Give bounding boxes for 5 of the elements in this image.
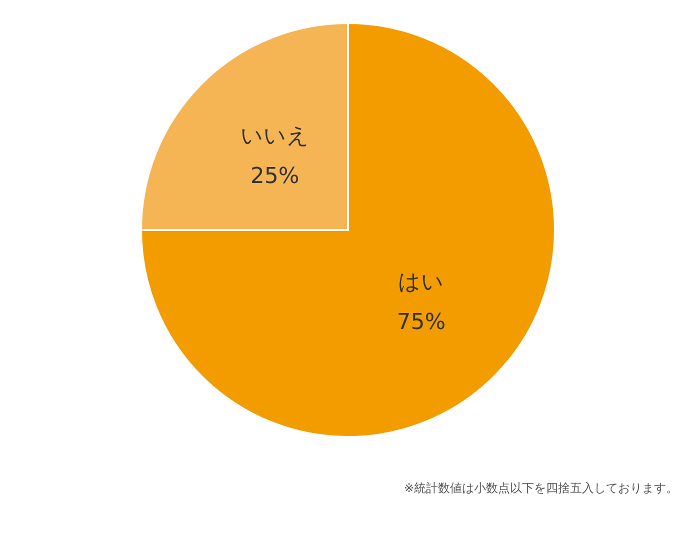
data-label: 25%: [250, 164, 300, 189]
data-label: 75%: [396, 310, 446, 336]
slice-label: いいえ: [240, 124, 310, 149]
text: ※統計数値は小数点以下を四捨五入しております。: [404, 481, 678, 495]
slice-label: はい: [398, 270, 444, 296]
